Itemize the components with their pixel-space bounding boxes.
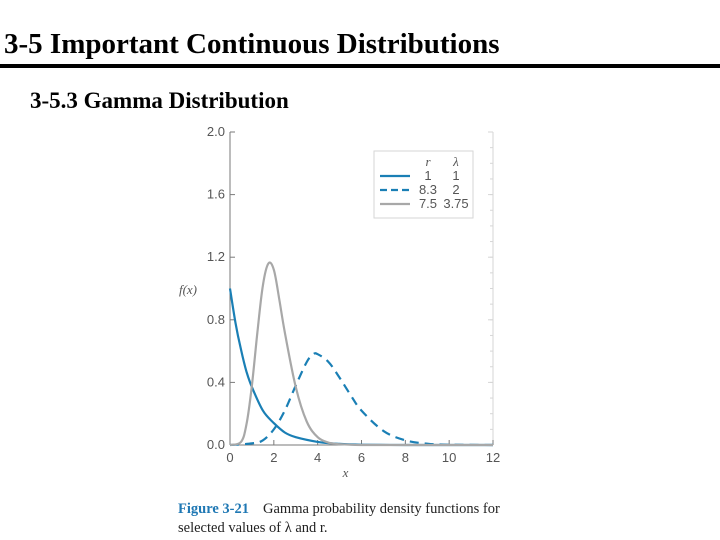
x-axis-label: x	[342, 465, 349, 480]
y-tick-label: 0.4	[207, 374, 225, 389]
y-tick-label: 1.2	[207, 249, 225, 264]
figure-caption-text: Gamma probability density functions for …	[178, 501, 500, 536]
legend-header-lambda: λ	[452, 154, 459, 169]
slide-subtitle: 3-5.3 Gamma Distribution	[30, 88, 289, 113]
y-tick-label: 1.6	[207, 187, 225, 202]
y-tick-label: 0.8	[207, 312, 225, 327]
series-r8.3-lambda2-line	[229, 352, 494, 447]
x-tick-label: 0	[226, 450, 233, 465]
x-tick-label: 10	[442, 450, 456, 465]
legend-r-value: 1	[424, 168, 431, 183]
legend-lambda-value: 2	[452, 182, 459, 197]
legend-r-value: 8.3	[419, 182, 437, 197]
figure-label: Figure 3-21	[178, 501, 250, 517]
legend-box	[373, 150, 474, 219]
legend-lambda-value: 3.75	[443, 196, 468, 211]
y-tick-label: 2.0	[207, 124, 225, 139]
x-tick-label: 8	[402, 450, 409, 465]
x-tick-label: 2	[270, 450, 277, 465]
series-r1-lambda1-line	[228, 288, 493, 447]
y-tick-label: 0.0	[207, 437, 225, 452]
x-tick-label: 12	[486, 450, 500, 465]
y-axis-label: f(x)	[179, 282, 197, 297]
x-tick-label: 6	[358, 450, 365, 465]
figure-caption: Figure 3-21 Gamma probability density fun…	[178, 500, 508, 538]
legend-header-r: r	[425, 154, 431, 169]
legend-r-value: 7.5	[419, 196, 437, 211]
title-divider	[0, 64, 720, 68]
x-tick-label: 4	[314, 450, 321, 465]
series-r7.5-lambda3.75-line	[229, 261, 493, 447]
slide-title: 3-5 Important Continuous Distributions	[4, 28, 500, 60]
legend-lambda-value: 1	[452, 168, 459, 183]
